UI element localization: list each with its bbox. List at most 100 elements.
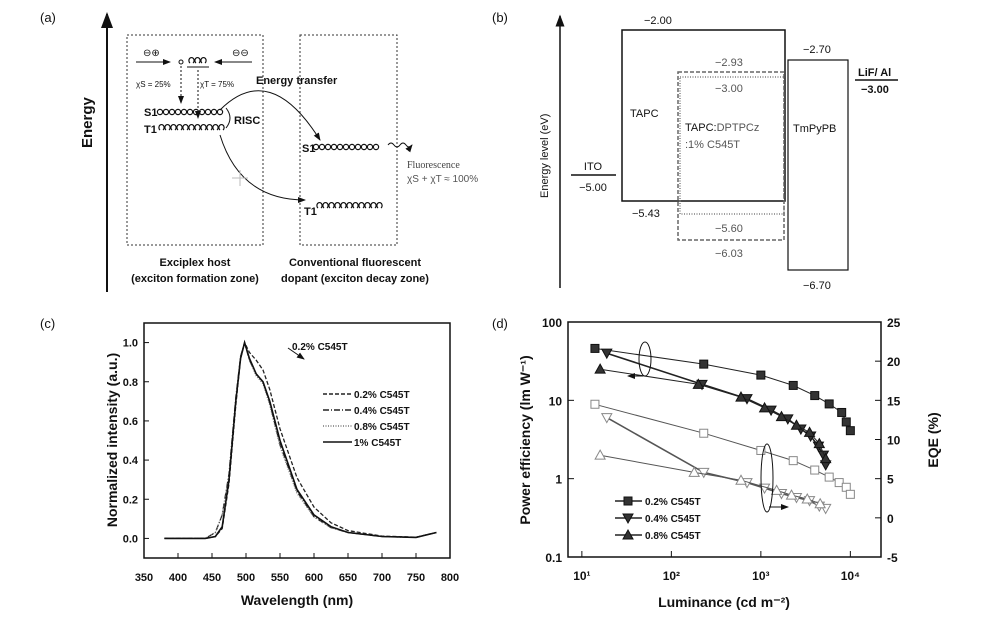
x-tick-label: 10⁴ bbox=[841, 569, 860, 583]
ito-name: ITO bbox=[584, 161, 603, 173]
eml-name-rest: DPTPCz bbox=[717, 122, 760, 134]
triangle-up-marker bbox=[790, 419, 803, 430]
square-marker bbox=[788, 456, 798, 466]
panel-a-label: (a) bbox=[40, 10, 56, 25]
singlet-exciton-icon bbox=[336, 143, 344, 151]
x-tick-label: 450 bbox=[203, 572, 221, 584]
triangle-up-marker bbox=[775, 410, 788, 422]
series-line bbox=[164, 339, 437, 540]
fluorescence-label: Fluorescence bbox=[407, 160, 460, 171]
eml-homo-dashed: −6.03 bbox=[715, 248, 743, 260]
triplet-exciton-icon bbox=[176, 124, 183, 131]
triangle-up-marker bbox=[735, 391, 747, 402]
x-tick-label: 650 bbox=[339, 572, 357, 584]
triplet-exciton-icon bbox=[340, 202, 347, 209]
legend-label: 0.4% C545T bbox=[354, 406, 410, 417]
x-tick-label: 10² bbox=[663, 569, 680, 583]
singlet-exciton-icon bbox=[178, 59, 184, 65]
singlet-exciton-icon bbox=[354, 143, 362, 151]
y-tick-label: 0.6 bbox=[123, 416, 138, 428]
singlet-exciton-icon bbox=[168, 108, 176, 116]
y2-tick-label: 0 bbox=[887, 512, 894, 526]
legend-label: 0.8% C545T bbox=[354, 422, 410, 433]
y2-tick-label: 10 bbox=[887, 434, 901, 448]
singlet-exciton-icon bbox=[204, 108, 212, 116]
triplet-exciton-icon bbox=[158, 124, 165, 131]
triplet-exciton-icon bbox=[352, 202, 359, 209]
panel-b-energy-diagram: (b) Energy level (eV) ITO −5.00 −2.00 −5… bbox=[492, 10, 898, 292]
host-t1-label: T1 bbox=[144, 124, 157, 136]
y-tick-label: 1 bbox=[555, 473, 562, 487]
energy-transfer-label: Energy transfer bbox=[256, 75, 338, 87]
y2-tick-label: 20 bbox=[887, 355, 901, 369]
singlet-exciton-icon bbox=[162, 108, 170, 116]
triplet-exciton-icon bbox=[200, 57, 207, 64]
triplet-exciton-icon bbox=[194, 124, 201, 131]
host-s1-label: S1 bbox=[144, 107, 157, 119]
dopant-subtitle: dopant (exciton decay zone) bbox=[281, 273, 429, 285]
cathode-level-value: −3.00 bbox=[861, 84, 889, 96]
singlet-exciton-icon bbox=[348, 143, 356, 151]
triplet-exciton-icon bbox=[206, 124, 213, 131]
risc-label: RISC bbox=[234, 115, 260, 127]
singlet-exciton-icon bbox=[216, 108, 224, 116]
square-marker bbox=[837, 407, 847, 417]
x-tick-label: 600 bbox=[305, 572, 323, 584]
triangle-down-marker bbox=[697, 467, 710, 479]
triplet-exciton-icon bbox=[358, 202, 365, 209]
legend-label: 0.4% C545T bbox=[645, 514, 701, 525]
x-tick-label: 800 bbox=[441, 572, 459, 584]
legend-label: 0.2% C545T bbox=[354, 390, 410, 401]
series-line bbox=[606, 352, 827, 466]
square-marker bbox=[699, 428, 709, 438]
legend-label: 0.8% C545T bbox=[645, 531, 701, 542]
dopant-s1-level bbox=[312, 143, 380, 151]
series-line bbox=[164, 340, 437, 540]
triangle-up-marker bbox=[770, 484, 783, 495]
x-tick-label: 550 bbox=[271, 572, 289, 584]
blocked-mark-icon bbox=[232, 170, 248, 186]
triplet-exciton-icon bbox=[322, 202, 329, 209]
chi-s-label: χS = 25% bbox=[136, 80, 171, 89]
y-axis-label: Normalized intensity (a.u.) bbox=[104, 353, 120, 527]
fluorescence-equation: χS + χT ≈ 100% bbox=[407, 174, 478, 185]
charges-left: ⊖⊕ bbox=[143, 48, 160, 59]
singlet-exciton-icon bbox=[210, 108, 218, 116]
singlet-exciton-icon bbox=[342, 143, 350, 151]
triplet-exciton-icon bbox=[370, 202, 377, 209]
triplet-exciton-icon bbox=[194, 57, 201, 64]
energy-transfer-arrow bbox=[219, 90, 321, 141]
host-t1-level bbox=[158, 124, 225, 131]
energy-axis-label: Energy bbox=[79, 96, 96, 148]
triangle-up-marker bbox=[688, 466, 701, 477]
dopant-t1-level bbox=[316, 202, 383, 209]
square-marker bbox=[841, 417, 851, 427]
square-marker bbox=[756, 445, 766, 455]
singlet-exciton-icon bbox=[360, 143, 368, 151]
triplet-exciton-icon bbox=[364, 202, 371, 209]
singlet-exciton-icon bbox=[180, 108, 188, 116]
square-marker bbox=[810, 465, 820, 475]
triplet-exciton-icon bbox=[376, 202, 383, 209]
square-marker bbox=[590, 399, 600, 409]
singlet-exciton-icon bbox=[324, 143, 332, 151]
tapc-name: TAPC bbox=[630, 108, 659, 120]
y-tick-label: 1.0 bbox=[123, 338, 138, 350]
tmpypb-lumo: −2.70 bbox=[803, 44, 831, 56]
x-tick-label: 400 bbox=[169, 572, 187, 584]
eml-name-bold: TAPC: bbox=[685, 122, 717, 134]
eml-lumo-dashed: −2.93 bbox=[715, 57, 743, 69]
y2-tick-label: 5 bbox=[887, 473, 894, 487]
triangle-down-marker bbox=[622, 513, 634, 525]
triplet-exciton-icon bbox=[200, 124, 207, 131]
square-marker bbox=[834, 478, 844, 488]
y-tick-label: 0.1 bbox=[545, 551, 562, 565]
triplet-exciton-icon bbox=[188, 124, 195, 131]
singlet-exciton-icon bbox=[174, 108, 182, 116]
host-s1-level bbox=[156, 108, 224, 116]
legend: 0.2% C545T 0.4% C545T 0.8% C545T bbox=[615, 496, 701, 542]
y-tick-label: 0.2 bbox=[123, 494, 138, 506]
triangle-down-marker bbox=[600, 348, 613, 360]
risc-bracket bbox=[225, 107, 231, 129]
